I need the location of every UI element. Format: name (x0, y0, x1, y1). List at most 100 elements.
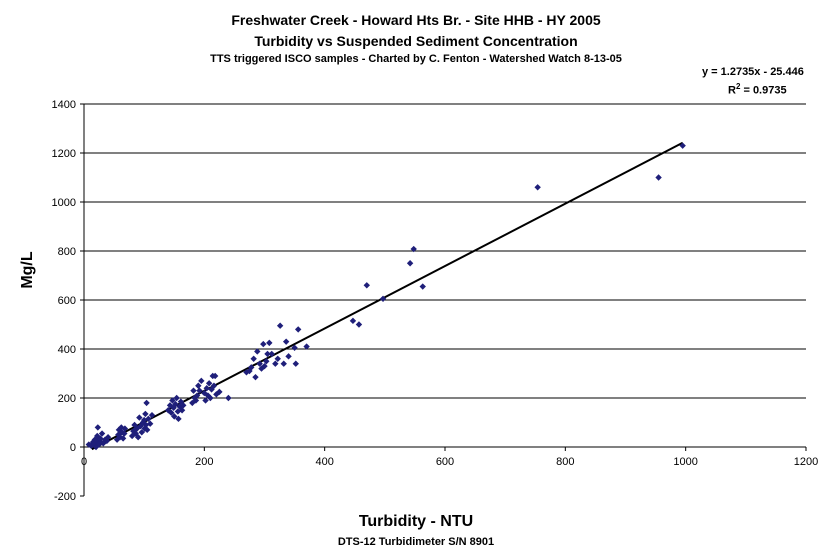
chart-subtitle: Turbidity vs Suspended Sediment Concentr… (254, 33, 578, 49)
data-point (121, 425, 129, 432)
data-point (203, 385, 210, 392)
data-point (274, 355, 281, 362)
data-point (191, 394, 198, 402)
data-point (169, 397, 176, 404)
data-point (204, 392, 212, 399)
data-point (119, 435, 127, 442)
data-point (146, 420, 154, 427)
data-point (180, 402, 187, 409)
data-point (142, 410, 149, 418)
data-point (94, 424, 102, 431)
x-tick-label: 600 (436, 456, 454, 468)
y-tick-label: 200 (58, 393, 76, 405)
data-point (268, 350, 275, 358)
y-tick-label: -200 (54, 491, 76, 503)
r-squared-superscript: 2 (735, 82, 741, 91)
data-point (294, 326, 302, 333)
chart-subtitle-2: TTS triggered ISCO samples - Charted by … (210, 53, 622, 65)
data-point (175, 415, 182, 423)
data-point (216, 388, 223, 396)
data-point (282, 338, 290, 345)
data-point (205, 380, 213, 387)
data-point (172, 400, 179, 408)
y-tick-label: 0 (70, 442, 76, 454)
data-point (250, 355, 257, 362)
data-point (254, 348, 261, 355)
data-point (410, 245, 417, 253)
data-point (291, 344, 298, 351)
y-tick-label: 1400 (52, 99, 76, 111)
data-point (121, 430, 128, 437)
data-point (263, 358, 270, 365)
x-tick-label: 400 (315, 456, 333, 468)
data-point (195, 382, 202, 389)
x-tick-label: 200 (195, 456, 213, 468)
data-point (266, 339, 273, 347)
data-point (363, 282, 370, 289)
data-point (280, 360, 287, 367)
y-tick-label: 1000 (52, 197, 76, 209)
data-point (134, 434, 142, 441)
data-point (190, 387, 197, 394)
data-point (207, 394, 214, 402)
data-point (198, 377, 205, 385)
data-point (256, 360, 263, 367)
data-point (379, 295, 387, 302)
data-point (143, 426, 151, 434)
data-point (349, 317, 357, 325)
x-axis-sublabel: DTS-12 Turbidimeter S/N 8901 (337, 536, 495, 548)
data-point (210, 382, 218, 389)
y-tick-label: 1200 (52, 148, 76, 160)
r-squared-value: = 0.9735 (740, 84, 787, 97)
x-tick-label: 0 (81, 456, 87, 468)
chart-title: Freshwater Creek - Howard Hts Br. - Site… (231, 12, 601, 28)
data-point (148, 411, 156, 419)
data-point (292, 360, 299, 367)
data-point (260, 340, 267, 348)
x-tick-label: 1000 (673, 456, 697, 468)
data-point (202, 397, 209, 404)
data-point (136, 414, 143, 421)
data-point (419, 283, 426, 290)
data-point (192, 397, 200, 404)
data-point (285, 353, 292, 360)
data-point (145, 415, 152, 423)
data-point (534, 184, 541, 191)
data-point (225, 394, 232, 402)
data-point (128, 432, 136, 440)
data-point (193, 392, 201, 399)
trendline-equation: y = 1.2735x - 25.446 (702, 66, 804, 78)
data-point (85, 441, 93, 448)
data-point (272, 360, 279, 367)
x-tick-label: 800 (556, 456, 574, 468)
trendline-r-squared: R2 = 0.9735 (728, 82, 787, 97)
y-tick-label: 800 (58, 246, 76, 258)
data-point (173, 394, 180, 402)
data-point (143, 399, 150, 407)
data-point (276, 322, 284, 329)
x-axis-label: Turbidity - NTU (358, 513, 474, 530)
data-point (98, 430, 106, 437)
data-point (168, 409, 175, 416)
data-point (115, 431, 122, 438)
data-point (264, 350, 271, 358)
data-point (91, 440, 98, 448)
data-point (248, 364, 255, 371)
r-squared-symbol: R (728, 84, 736, 97)
data-point (406, 260, 414, 267)
data-point (679, 142, 686, 149)
data-point (252, 373, 259, 381)
data-point (178, 407, 186, 414)
y-tick-label: 600 (58, 295, 76, 307)
data-point (138, 429, 145, 436)
data-point (355, 321, 363, 328)
data-point (171, 413, 178, 420)
data-point (211, 372, 219, 380)
data-point (213, 391, 220, 398)
data-point (196, 387, 203, 394)
data-point (165, 407, 172, 414)
trendline (91, 141, 684, 451)
data-point (118, 429, 126, 436)
data-point (303, 343, 310, 350)
